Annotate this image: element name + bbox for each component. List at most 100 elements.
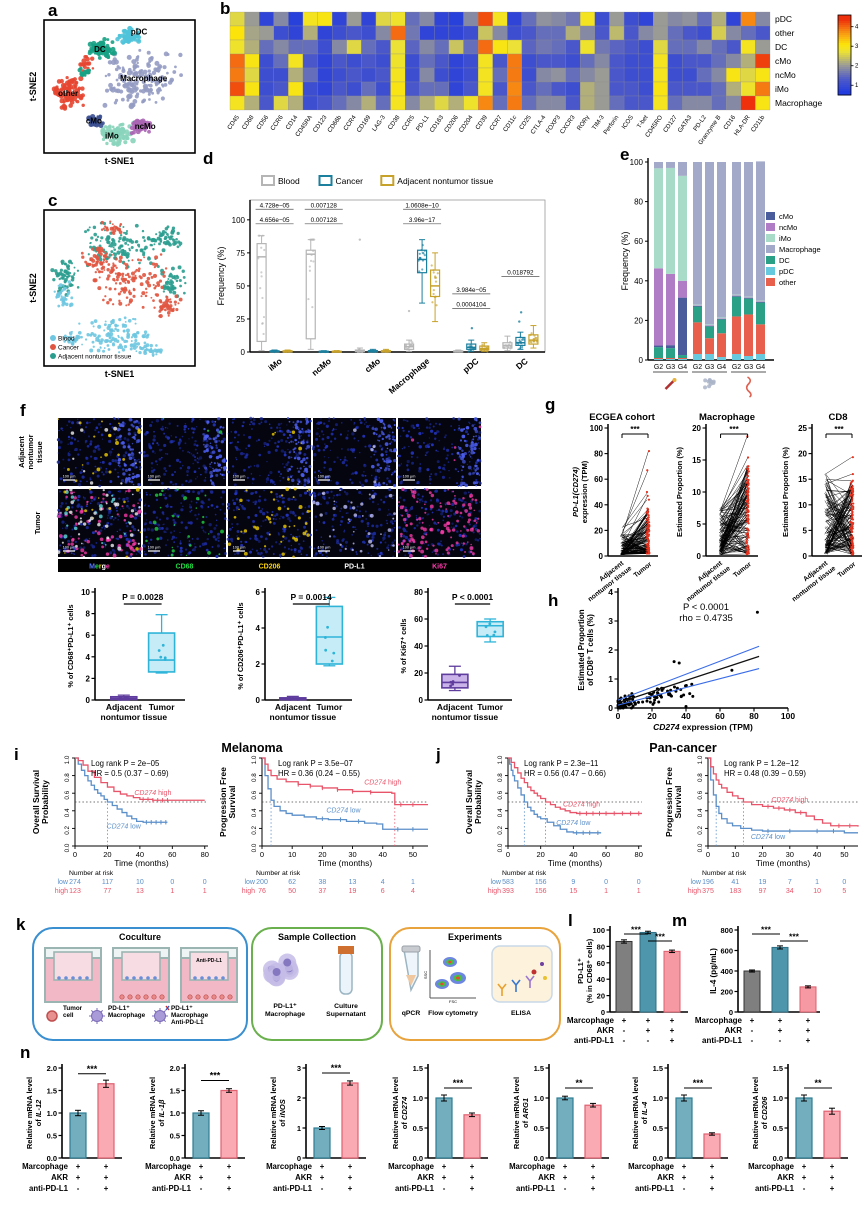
svg-text:ECGEA cohort: ECGEA cohort: [589, 412, 655, 423]
svg-text:4: 4: [855, 25, 859, 31]
panel-d-label: d: [203, 149, 214, 168]
panel-d: 0 25 50 75 100 Frequency (%) Blood Cancer Adjace…: [216, 175, 546, 396]
svg-text:DC: DC: [779, 256, 790, 265]
svg-text:1.0608e−10: 1.0608e−10: [405, 202, 439, 209]
svg-text:25: 25: [236, 315, 245, 324]
svg-text:Frequency (%): Frequency (%): [620, 231, 630, 290]
svg-text:CD206: CD206: [259, 564, 281, 571]
svg-text:CD45: CD45: [226, 114, 241, 131]
svg-text:20: 20: [414, 669, 423, 678]
tumor-cell-icon: [46, 1010, 58, 1022]
svg-text:80: 80: [634, 198, 643, 207]
svg-text:10: 10: [81, 588, 90, 597]
svg-text:Adjacent: Adjacent: [275, 702, 311, 712]
svg-text:100 μm: 100 μm: [318, 546, 331, 550]
svg-text:t-SNE1: t-SNE1: [105, 156, 135, 166]
svg-text:100: 100: [590, 424, 604, 433]
svg-text:60: 60: [634, 237, 643, 246]
blood-icon: [664, 378, 677, 390]
svg-text:Tumor: Tumor: [316, 702, 343, 712]
svg-text:G4: G4: [756, 364, 765, 371]
svg-text:0: 0: [599, 552, 604, 561]
svg-text:CD204: CD204: [458, 114, 475, 134]
svg-text:iMo: iMo: [105, 131, 119, 140]
svg-text:RORγ: RORγ: [576, 113, 592, 132]
svg-text:80: 80: [594, 450, 603, 459]
panel-f2: 0 2 4 6 % of CD206⁺PD-L1⁺ cells Adjacent Tumor…: [236, 588, 352, 722]
svg-text:CD68: CD68: [241, 114, 256, 131]
svg-text:6: 6: [86, 631, 91, 640]
svg-text:other: other: [58, 89, 78, 98]
svg-text:CCR6: CCR6: [269, 114, 285, 132]
svg-text:GATA3: GATA3: [677, 114, 694, 134]
svg-text:1: 1: [855, 83, 859, 89]
svg-text:Blood: Blood: [278, 176, 300, 186]
panel-g-label: g: [545, 395, 556, 414]
panel-k: Coculture Sample Collection ExperimentsAnt…: [32, 927, 561, 1041]
svg-text:100 μm: 100 μm: [63, 546, 76, 550]
svg-text:3.96e−17: 3.96e−17: [409, 217, 436, 224]
svg-text:20: 20: [634, 316, 643, 325]
svg-text:Cancer: Cancer: [336, 176, 364, 186]
svg-text:Tumor: Tumor: [149, 702, 176, 712]
svg-text:6: 6: [256, 588, 261, 597]
panel-b-label: b: [220, 0, 231, 18]
svg-text:0.007128: 0.007128: [311, 217, 338, 224]
svg-text:Macrophage: Macrophage: [775, 98, 823, 108]
svg-text:60: 60: [414, 615, 423, 624]
svg-text:tissue: tissue: [35, 441, 44, 463]
svg-text:% of CD68⁺PD-L1⁺ cells: % of CD68⁺PD-L1⁺ cells: [66, 604, 75, 687]
svg-text:0: 0: [639, 356, 644, 365]
svg-text:0.018792: 0.018792: [507, 270, 534, 277]
svg-text:CD66b: CD66b: [326, 114, 343, 134]
svg-text:G3: G3: [744, 364, 753, 371]
svg-text:100: 100: [630, 158, 644, 167]
svg-text:Tumor: Tumor: [477, 702, 504, 712]
svg-text:Adjacent nontumor tissue: Adjacent nontumor tissue: [397, 176, 493, 186]
svg-text:P < 0.0001: P < 0.0001: [452, 592, 493, 602]
elisa-icon: [491, 945, 553, 1003]
svg-text:pDC: pDC: [775, 14, 792, 24]
macrophage-icon: [89, 1008, 105, 1024]
transwell-icon: Anti-PD-L1: [180, 947, 238, 1003]
svg-text:0: 0: [419, 696, 424, 705]
svg-text:% of Ki67⁺ cells: % of Ki67⁺ cells: [399, 619, 408, 674]
svg-text:CD169: CD169: [356, 114, 373, 134]
tumor-icon: [703, 378, 716, 390]
panel-a-label: a: [48, 1, 58, 20]
panel-c-label: c: [48, 191, 58, 210]
panel-f1: 0 2 4 6 8 10 % of CD68⁺PD-L1⁺ cells Adjacent Tum…: [66, 588, 185, 722]
svg-text:0.0004104: 0.0004104: [456, 301, 486, 308]
svg-text:pDC: pDC: [461, 356, 481, 375]
svg-text:4: 4: [256, 624, 261, 633]
svg-text:t-SNE2: t-SNE2: [28, 273, 38, 303]
svg-text:Tumor: Tumor: [33, 512, 42, 535]
svg-text:ICOS: ICOS: [621, 114, 635, 130]
svg-text:DC: DC: [775, 42, 787, 52]
panel-i-label: i: [14, 745, 19, 764]
panel-fimg: 100 μm 100 μm 100 μm 100 μm 100 μm 100 μm 100 …: [17, 416, 482, 572]
svg-text:100 μm: 100 μm: [318, 475, 331, 479]
svg-text:CD38: CD38: [387, 114, 402, 131]
svg-text:Cancer: Cancer: [58, 345, 80, 352]
svg-text:Macrophage: Macrophage: [120, 74, 168, 83]
svg-text:ncMo: ncMo: [310, 356, 333, 378]
macrophage-antibody-icon: [152, 1005, 170, 1024]
svg-text:pDC: pDC: [779, 267, 795, 276]
svg-text:4.656e−05: 4.656e−05: [260, 217, 290, 224]
svg-text:cMo: cMo: [363, 356, 382, 375]
svg-text:Adjacent: Adjacent: [106, 702, 142, 712]
svg-text:pDC: pDC: [131, 28, 148, 37]
svg-text:expression (TPM): expression (TPM): [580, 460, 589, 523]
